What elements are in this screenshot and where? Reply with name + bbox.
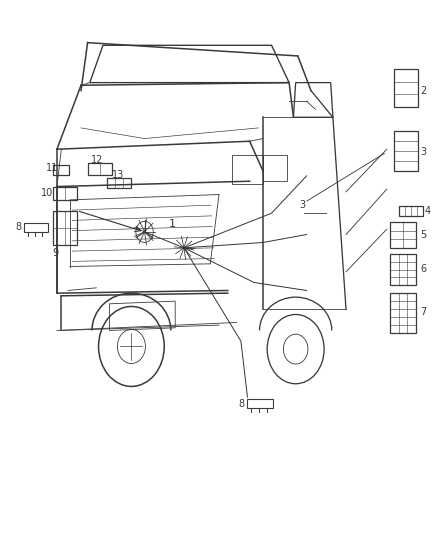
Bar <box>263 155 287 181</box>
Text: 8: 8 <box>15 222 21 231</box>
Bar <box>390 254 416 285</box>
Bar <box>53 187 77 200</box>
Bar <box>232 155 263 184</box>
Bar <box>107 178 131 188</box>
Bar <box>53 165 69 175</box>
Text: 2: 2 <box>420 86 427 95</box>
Text: 6: 6 <box>420 264 427 274</box>
Bar <box>88 163 112 175</box>
Bar <box>24 223 48 232</box>
Text: 4: 4 <box>425 206 431 216</box>
Text: 5: 5 <box>420 230 427 239</box>
Text: 9: 9 <box>53 248 59 258</box>
Text: 8: 8 <box>238 399 244 409</box>
Bar <box>394 131 418 171</box>
Bar <box>399 206 423 216</box>
Bar <box>390 222 416 248</box>
Text: 3: 3 <box>299 200 305 210</box>
Text: 3: 3 <box>420 147 427 157</box>
Text: 12: 12 <box>91 155 103 165</box>
Bar <box>53 211 77 245</box>
Text: 13: 13 <box>112 170 124 180</box>
Bar <box>390 293 416 333</box>
Text: 1: 1 <box>169 219 176 229</box>
Text: 10: 10 <box>41 188 53 198</box>
Text: 11: 11 <box>46 163 58 173</box>
Bar <box>247 399 273 408</box>
Text: 7: 7 <box>420 307 427 317</box>
Bar <box>394 69 418 107</box>
